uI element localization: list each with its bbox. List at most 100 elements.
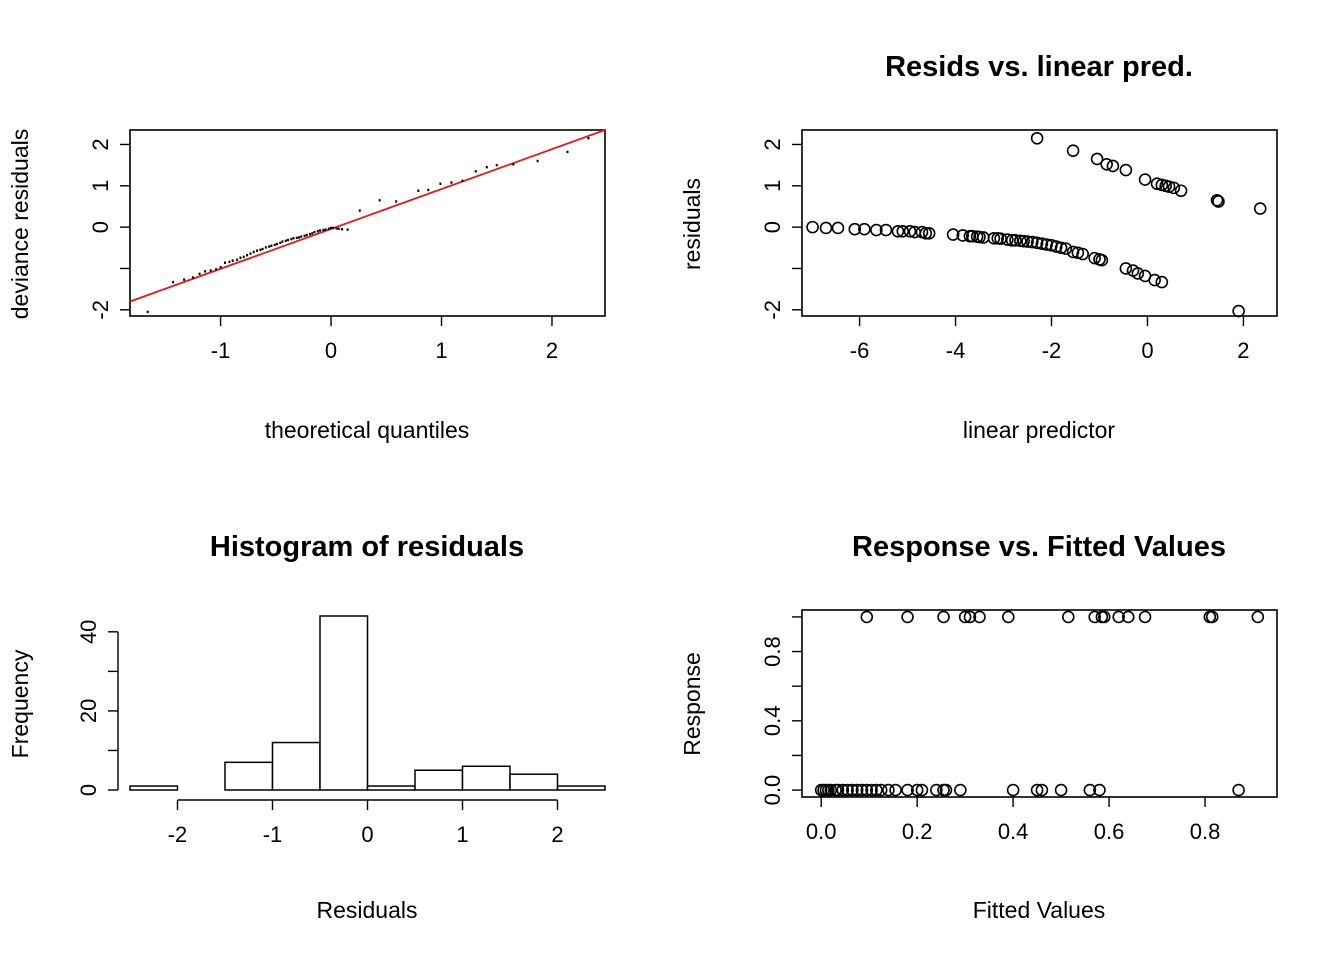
response-vs-fitted-point (1251, 610, 1265, 624)
resid-vs-linpred-point (919, 227, 933, 240)
response-vs-fitted-panel: Response vs. Fitted Values Fitted Values… (679, 531, 1278, 923)
response-vs-fitted-point (954, 783, 967, 797)
resid-vs-linpred-point (806, 220, 819, 234)
qq-point (270, 244, 273, 247)
resid-vs-linpred-point (956, 229, 970, 242)
resid-vs-linpred-point (1040, 238, 1053, 251)
response-vs-fitted-point (901, 610, 914, 624)
resid-vs-linpred-point (1148, 273, 1161, 287)
resid-vs-linpred-point (1076, 247, 1089, 261)
qq-plot-x-axis-label: theoretical quantiles (265, 417, 470, 443)
qq-point (417, 189, 420, 192)
response-vs-fitted-point (901, 783, 914, 797)
resid-vs-linpred-y-axis-label: residuals (679, 178, 705, 270)
qq-point (259, 248, 262, 252)
response-vs-fitted-x-tick-label: 0.6 (1094, 819, 1125, 844)
qq-point (319, 229, 321, 232)
qq-point (395, 200, 398, 203)
resid-vs-linpred-point (973, 230, 986, 244)
response-vs-fitted-point (910, 783, 924, 797)
qq-point (298, 236, 301, 239)
histogram-y-tick-label: 20 (76, 699, 101, 723)
qq-point (273, 243, 276, 247)
response-vs-fitted-point (889, 783, 902, 797)
response-vs-fitted-point (855, 783, 869, 797)
response-vs-fitted-x-tick-label: 0.4 (998, 819, 1029, 844)
resid-vs-linpred-point (891, 224, 905, 238)
response-vs-fitted-point (1030, 783, 1044, 797)
response-vs-fitted-point (939, 783, 953, 797)
resid-vs-linpred-point (1088, 251, 1101, 265)
qq-point (261, 247, 264, 251)
response-vs-fitted-point (1138, 610, 1152, 624)
response-vs-fitted-point (1035, 783, 1049, 797)
qq-point (335, 227, 338, 230)
resid-vs-linpred-point (1212, 195, 1225, 208)
resid-vs-linpred-point (1035, 237, 1049, 250)
qq-point (292, 237, 295, 240)
response-vs-fitted-point (937, 610, 950, 624)
qq-point (231, 259, 234, 262)
response-vs-fitted-point (860, 783, 874, 797)
qq-x-tick-label: -1 (211, 338, 231, 363)
qq-point (204, 270, 207, 273)
response-vs-fitted-point (1205, 610, 1219, 624)
qq-point (311, 232, 314, 235)
response-vs-fitted-x-tick-label: 0.0 (806, 819, 837, 844)
response-vs-fitted-point (1002, 610, 1015, 624)
response-vs-fitted-point (846, 783, 859, 797)
response-vs-fitted-title: Response vs. Fitted Values (852, 531, 1226, 563)
qq-point (295, 236, 298, 240)
qq-point (322, 228, 325, 232)
response-vs-fitted-x-tick-label: 0.8 (1190, 819, 1221, 844)
response-vs-fitted-x-axis-label: Fitted Values (973, 897, 1106, 923)
histogram-x-tick-label: 2 (551, 822, 563, 847)
resid-vs-linpred-point (1138, 173, 1152, 186)
resid-vs-linpred-point (1167, 181, 1181, 195)
resid-vs-linpred-point (1021, 235, 1034, 248)
resid-vs-linpred-point (896, 224, 910, 238)
histogram-x-tick-label: 0 (361, 822, 373, 847)
resid-vs-linpred-point (922, 227, 936, 240)
resid-vs-linpred-x-tick-label: -4 (946, 338, 966, 363)
resid-vs-linpred-point (1150, 177, 1164, 191)
resid-vs-linpred-point (946, 228, 960, 241)
qq-point (228, 260, 231, 264)
qq-point (330, 226, 333, 230)
response-vs-fitted-point (1088, 610, 1101, 624)
qq-point (281, 240, 284, 243)
resid-vs-linpred-y-tick-label: 2 (760, 138, 785, 150)
resid-vs-linpred-x-tick-label: 2 (1237, 338, 1249, 363)
qq-point (427, 188, 430, 192)
histogram-y-axis-label: Frequency (7, 649, 33, 758)
resid-vs-linpred-point (858, 222, 871, 236)
resid-vs-linpred-point (1059, 242, 1073, 255)
response-vs-fitted-point (930, 783, 943, 797)
histogram-x-tick-label: -2 (168, 822, 188, 847)
qq-point (337, 227, 340, 230)
qq-point (256, 249, 259, 252)
qq-point (198, 272, 201, 276)
qq-x-tick-label: 1 (435, 338, 447, 363)
histogram-bar (461, 765, 511, 791)
qq-point (461, 179, 464, 183)
response-vs-fitted-point (1006, 783, 1020, 797)
resid-vs-linpred-point (848, 222, 862, 236)
qq-plot-panel: theoretical quantiles deviance residuals… (7, 129, 606, 443)
resid-vs-linpred-point (1049, 240, 1063, 253)
qq-point (215, 268, 218, 271)
histogram-bar (224, 761, 274, 791)
qq-point (209, 269, 212, 272)
response-vs-fitted-point (841, 783, 854, 797)
histogram-bar (366, 785, 416, 791)
resid-vs-linpred-panel: Resids vs. linear pred. linear predictor… (679, 51, 1278, 443)
resid-vs-linpred-point (1162, 180, 1176, 193)
qq-point (275, 242, 278, 246)
histogram-bar (129, 785, 179, 791)
qq-y-tick-label: -2 (88, 300, 113, 320)
resid-vs-linpred-point (1090, 152, 1104, 166)
qq-point (324, 228, 327, 231)
resid-vs-linpred-plot-frame (801, 129, 1278, 317)
qq-point (512, 163, 515, 166)
histogram-x-tick-label: -1 (263, 822, 283, 847)
